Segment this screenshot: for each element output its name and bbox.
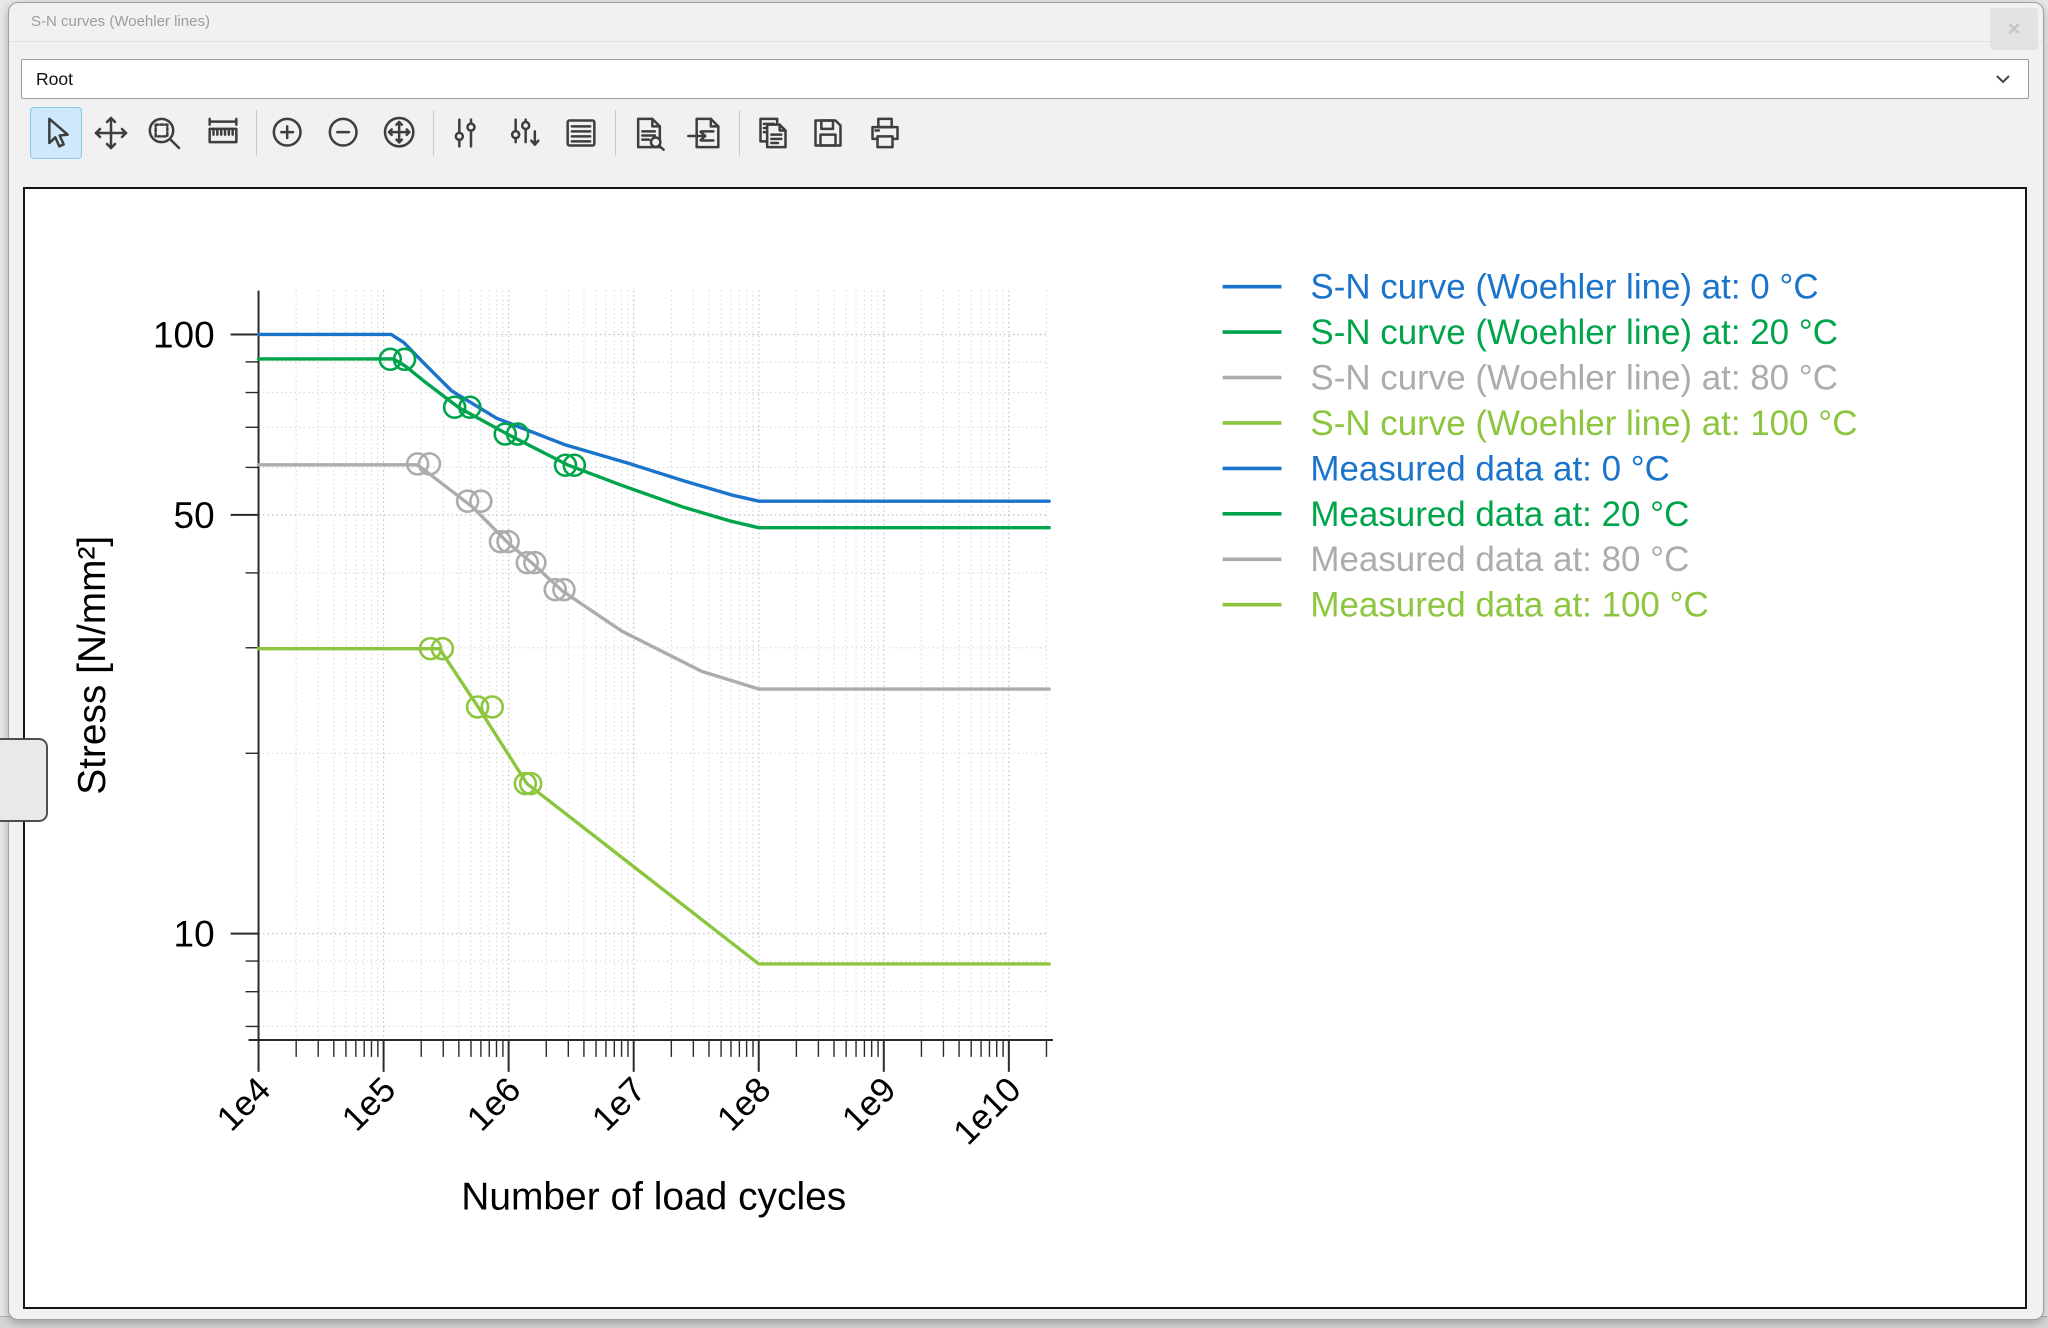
window-title: S-N curves (Woehler lines) xyxy=(31,13,210,30)
toolbar-separator xyxy=(256,110,257,156)
y-tick-label: 100 xyxy=(153,314,215,355)
x-tick-label: 1e10 xyxy=(946,1070,1029,1152)
measure-tool-button[interactable] xyxy=(197,107,249,159)
measured-100C-point xyxy=(513,771,538,796)
legend-label: S-N curve (Woehler line) at: 0 °C xyxy=(1310,268,1818,307)
y-axis-title: Stress [N/mm²] xyxy=(71,536,114,795)
zoom-reset-button[interactable] xyxy=(374,107,426,159)
measured-20C-point xyxy=(392,347,417,372)
x-tick-label: 1e6 xyxy=(459,1070,528,1139)
zoom-region-button[interactable] xyxy=(138,107,190,159)
save-button[interactable] xyxy=(802,107,854,159)
chevron-down-icon xyxy=(1996,75,2010,84)
background-panel-tab xyxy=(0,738,48,822)
measured-20C-point xyxy=(378,347,403,372)
curve-settings-button[interactable] xyxy=(440,107,492,159)
legend-label: S-N curve (Woehler line) at: 100 °C xyxy=(1310,404,1857,443)
measured-100C-point xyxy=(480,695,505,719)
title-bar: S-N curves (Woehler lines) × xyxy=(9,3,2043,50)
measured-100C-point xyxy=(430,636,455,661)
measured-80C-point xyxy=(496,529,520,554)
pan-icon xyxy=(94,116,128,150)
zoom-reset-icon xyxy=(383,116,415,148)
measured-20C-point xyxy=(442,395,467,419)
legend-label: Measured data at: 20 °C xyxy=(1310,495,1689,534)
legend-label: Measured data at: 80 °C xyxy=(1310,540,1689,579)
zoom-region-icon xyxy=(148,117,181,150)
toolbar xyxy=(9,103,2043,165)
zoom-in-icon xyxy=(272,117,302,147)
measured-100C-point xyxy=(465,695,490,719)
measured-80C-point xyxy=(515,550,540,575)
sn-curves-dialog: S-N curves (Woehler lines) × Root xyxy=(8,2,2044,1320)
close-button[interactable]: × xyxy=(1990,8,2038,50)
x-axis-title: Number of load cycles xyxy=(461,1175,846,1218)
zoom-out-button[interactable] xyxy=(318,107,370,159)
copy-button[interactable] xyxy=(747,107,799,159)
save-icon xyxy=(814,119,842,147)
zoom-in-button[interactable] xyxy=(262,107,314,159)
x-tick-label: 1e5 xyxy=(334,1070,403,1139)
x-tick-label: 1e4 xyxy=(209,1070,278,1139)
sn-curve-100C-curve xyxy=(256,646,1051,966)
legend-label: S-N curve (Woehler line) at: 20 °C xyxy=(1310,313,1838,352)
select-tool-button[interactable] xyxy=(30,107,82,159)
y-tick-label: 50 xyxy=(174,495,215,536)
curve-settings-reset-icon xyxy=(510,118,540,146)
document-preview-button[interactable] xyxy=(623,107,675,159)
legend-label: Measured data at: 100 °C xyxy=(1310,586,1708,625)
measured-100C-point xyxy=(418,636,443,661)
legend-list-button[interactable] xyxy=(555,107,607,159)
select-cursor-icon xyxy=(48,117,69,148)
measured-100C-point xyxy=(518,771,543,796)
sn-curve-20C-curve xyxy=(256,357,1051,530)
copy-icon xyxy=(759,117,787,149)
toolbar-separator xyxy=(615,110,616,156)
y-tick-label: 10 xyxy=(174,914,215,955)
x-tick-label: 1e7 xyxy=(585,1070,654,1139)
measured-80C-point xyxy=(417,452,442,476)
curve-settings-reset-button[interactable] xyxy=(498,107,550,159)
measured-20C-point xyxy=(458,395,482,419)
curve-settings-icon xyxy=(454,118,476,148)
measured-80C-point xyxy=(523,550,547,575)
measured-80C-point xyxy=(469,489,493,513)
measure-ruler-icon xyxy=(208,117,238,144)
measured-80C-point xyxy=(552,577,576,602)
document-import-icon xyxy=(687,117,720,149)
measured-20C-point xyxy=(493,422,518,446)
x-tick-label: 1e8 xyxy=(710,1070,779,1139)
pan-tool-button[interactable] xyxy=(85,107,137,159)
toolbar-separator xyxy=(433,110,434,156)
print-icon xyxy=(871,117,899,149)
sn-chart: 1e4 1e5 1e6 1e7 1e8 1e9 1e10 100 50 10 Number of l… xyxy=(71,268,1858,1219)
sn-curve-80C-curve xyxy=(256,463,1051,691)
toolbar-separator xyxy=(739,110,740,156)
legend-list-icon xyxy=(566,119,596,147)
print-button[interactable] xyxy=(859,107,911,159)
measured-80C-point xyxy=(405,452,430,476)
measured-20C-point xyxy=(553,453,578,477)
sn-curve-0C-curve xyxy=(256,332,1051,503)
scope-dropdown[interactable]: Root xyxy=(21,59,2029,99)
scope-dropdown-value: Root xyxy=(36,69,73,89)
document-import-button[interactable] xyxy=(679,107,731,159)
document-preview-icon xyxy=(636,117,665,151)
measured-80C-point xyxy=(543,577,568,602)
measured-20C-point xyxy=(562,453,587,477)
legend-label: S-N curve (Woehler line) at: 80 °C xyxy=(1310,359,1838,398)
zoom-out-icon xyxy=(328,117,358,147)
chart-panel: 1e4 1e5 1e6 1e7 1e8 1e9 1e10 100 50 10 Number of l… xyxy=(23,187,2027,1309)
legend-label: Measured data at: 0 °C xyxy=(1310,449,1669,488)
x-tick-label: 1e9 xyxy=(835,1070,904,1139)
measured-80C-point xyxy=(455,489,480,513)
measured-20C-point xyxy=(505,422,530,446)
close-icon: × xyxy=(2007,16,2021,41)
measured-80C-point xyxy=(488,529,513,554)
